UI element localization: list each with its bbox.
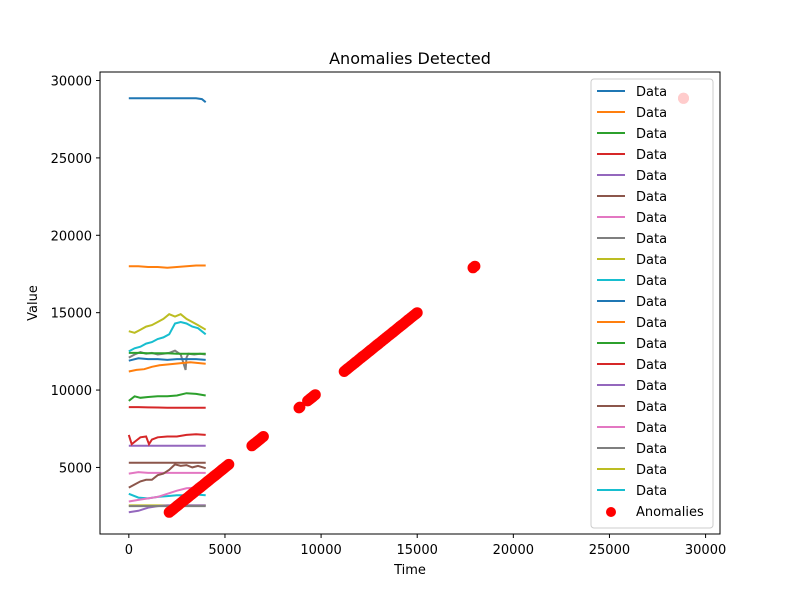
chart-title: Anomalies Detected [329, 49, 491, 68]
y-tick-label: 15000 [51, 307, 92, 322]
series-line-19 [128, 313, 207, 334]
x-tick-label: 20000 [493, 543, 534, 558]
legend-label: Data [636, 484, 667, 499]
anomaly-point [294, 401, 306, 413]
legend: Data Data Data Data Data Data Data Data Data Data… [590, 78, 714, 529]
legend-label: Data [636, 337, 667, 352]
legend-label: Data [636, 169, 667, 184]
axis-ticks: 0 5000 10000 15000 20000 25000 30000 5000 10000 1… [51, 75, 727, 558]
legend-label: Data [636, 274, 667, 289]
anomaly-point [411, 307, 423, 319]
series-line-1 [128, 97, 207, 103]
legend-label: Data [636, 463, 667, 478]
legend-box [590, 78, 714, 529]
y-tick-label: 20000 [51, 229, 92, 244]
x-tick-label: 15000 [397, 543, 438, 558]
legend-label: Data [636, 379, 667, 394]
legend-label: Data [636, 295, 667, 310]
legend-label: Data [636, 148, 667, 163]
series-line-3 [128, 392, 206, 402]
x-tick-label: 30000 [685, 543, 726, 558]
x-tick-label: 25000 [589, 543, 630, 558]
y-tick-label: 5000 [59, 461, 92, 476]
series-line-4 [128, 406, 206, 409]
legend-label: Data [636, 106, 667, 121]
y-tick-label: 25000 [51, 152, 92, 167]
series-line-7 [128, 471, 206, 475]
x-tick-label: 10000 [300, 543, 341, 558]
series-line-2 [128, 264, 206, 269]
legend-label: Data [636, 190, 667, 205]
legend-label: Data [636, 442, 667, 457]
legend-label: Data [636, 232, 667, 247]
axes-frame [99, 71, 721, 535]
legend-anomaly-marker [606, 507, 616, 517]
anomaly-point [223, 458, 235, 470]
series-line-20 [128, 320, 207, 353]
legend-label: Data [636, 211, 667, 226]
legend-label: Data [636, 316, 667, 331]
x-tick-label: 0 [125, 543, 133, 558]
anomaly-point [309, 389, 321, 401]
series-line-14 [127, 433, 206, 447]
x-tick-label: 5000 [208, 543, 241, 558]
y-tick-label: 30000 [51, 75, 92, 90]
series-line-11 [128, 357, 206, 362]
legend-label: Data [636, 253, 667, 268]
x-axis-label: Time [393, 563, 426, 578]
series-line-13 [128, 351, 206, 355]
anomaly-point [469, 260, 481, 272]
series-line-16 [128, 463, 206, 489]
series-line-12 [128, 361, 206, 373]
anomaly-point [257, 431, 269, 442]
y-axis-label: Value [26, 285, 41, 321]
legend-label: Data [636, 400, 667, 415]
legend-label: Data [636, 127, 667, 142]
plot-area [127, 92, 689, 518]
legend-label: Anomalies [636, 505, 704, 520]
y-tick-label: 10000 [51, 384, 92, 399]
legend-label: Data [636, 85, 667, 100]
legend-label: Data [636, 421, 667, 436]
legend-label: Data [636, 358, 667, 373]
